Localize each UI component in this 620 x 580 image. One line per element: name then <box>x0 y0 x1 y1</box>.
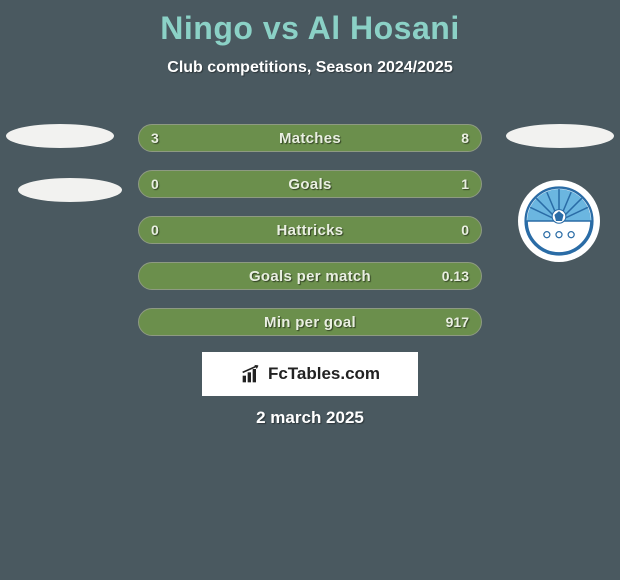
stat-row-goals-per-match: Goals per match 0.13 <box>138 262 482 290</box>
page-title: Ningo vs Al Hosani <box>0 0 620 47</box>
right-team-placeholder <box>506 124 614 148</box>
right-team-badge <box>518 180 600 262</box>
left-team-placeholder-2 <box>18 178 122 202</box>
stat-row-matches: 3 Matches 8 <box>138 124 482 152</box>
stat-right-value: 8 <box>461 130 469 146</box>
date-label: 2 march 2025 <box>0 408 620 428</box>
stats-rows: 3 Matches 8 0 Goals 1 0 Hattricks 0 Goal… <box>138 124 482 354</box>
stat-label: Hattricks <box>277 222 344 239</box>
left-team-placeholder-1 <box>6 124 114 148</box>
stat-row-hattricks: 0 Hattricks 0 <box>138 216 482 244</box>
stat-left-value: 0 <box>151 222 159 238</box>
stat-right-value: 0 <box>461 222 469 238</box>
stats-comparison-card: Ningo vs Al Hosani Club competitions, Se… <box>0 0 620 580</box>
stat-row-goals: 0 Goals 1 <box>138 170 482 198</box>
stat-left-value: 0 <box>151 176 159 192</box>
stat-label: Matches <box>279 130 341 147</box>
stat-right-value: 917 <box>446 314 469 330</box>
stat-label: Goals per match <box>249 268 371 285</box>
stat-label: Goals <box>288 176 331 193</box>
team-crest-icon <box>521 183 597 259</box>
brand-attribution[interactable]: FcTables.com <box>202 352 418 396</box>
stat-row-min-per-goal: Min per goal 917 <box>138 308 482 336</box>
stat-left-value: 3 <box>151 130 159 146</box>
stat-label: Min per goal <box>264 314 356 331</box>
subtitle: Club competitions, Season 2024/2025 <box>0 59 620 77</box>
stat-right-value: 0.13 <box>442 268 469 284</box>
bar-chart-icon <box>240 364 262 384</box>
brand-text: FcTables.com <box>268 364 380 384</box>
stat-right-value: 1 <box>461 176 469 192</box>
